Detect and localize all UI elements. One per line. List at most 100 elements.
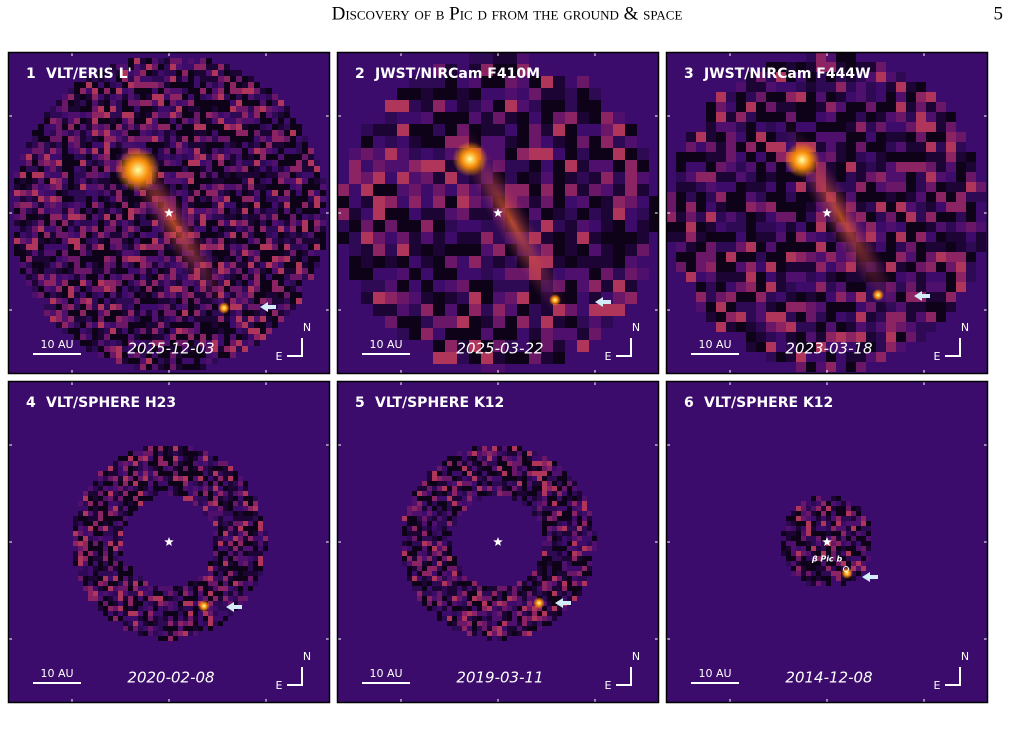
pixel <box>567 501 572 506</box>
pixel <box>83 566 88 571</box>
pixel <box>110 94 116 100</box>
pixel <box>158 591 163 596</box>
pixel <box>134 94 140 100</box>
pixel <box>385 280 397 292</box>
pixel <box>50 154 56 160</box>
pixel <box>266 190 272 196</box>
pixel <box>80 130 86 136</box>
pixel <box>88 596 93 601</box>
pixel <box>92 202 98 208</box>
pixel <box>44 280 50 286</box>
pixel <box>108 551 113 556</box>
pixel <box>218 106 224 112</box>
pixel <box>14 226 20 232</box>
pixel <box>457 501 462 506</box>
pixel <box>68 178 74 184</box>
pixel <box>462 486 467 491</box>
pixel <box>153 471 158 476</box>
pixel <box>152 100 158 106</box>
pixel <box>296 256 302 262</box>
pixel <box>218 591 223 596</box>
pixel <box>230 352 236 358</box>
pixel <box>407 526 412 531</box>
pixel <box>200 136 206 142</box>
pixel <box>200 76 206 82</box>
pixel <box>62 136 68 142</box>
pixel <box>278 268 284 274</box>
pixel <box>176 172 182 178</box>
pixel <box>776 92 786 102</box>
pixel <box>113 486 118 491</box>
pixel <box>173 486 178 491</box>
pixel <box>50 274 56 280</box>
panel-number: 3 <box>684 66 694 82</box>
pixel <box>582 516 587 521</box>
pixel <box>68 100 74 106</box>
pixel <box>552 501 557 506</box>
pixel <box>746 252 756 262</box>
pixel <box>118 511 123 516</box>
pixel <box>866 182 876 192</box>
pixel <box>487 486 492 491</box>
pixel <box>856 132 866 142</box>
pixel <box>886 92 896 102</box>
pixel <box>200 94 206 100</box>
pixel <box>916 162 926 172</box>
pixel <box>846 82 856 92</box>
pixel <box>278 136 284 142</box>
pixel <box>254 250 260 256</box>
pixel <box>164 100 170 106</box>
pixel <box>62 220 68 226</box>
pixel <box>601 160 613 172</box>
pixel <box>123 496 128 501</box>
pixel <box>542 461 547 466</box>
pixel <box>20 202 26 208</box>
pixel <box>218 202 224 208</box>
pixel <box>442 501 447 506</box>
pixel <box>296 160 302 166</box>
pixel <box>86 250 92 256</box>
pixel <box>178 611 183 616</box>
pixel <box>56 304 62 310</box>
pixel <box>236 88 242 94</box>
pixel <box>92 178 98 184</box>
pixel <box>481 268 493 280</box>
pixel <box>433 244 445 256</box>
pixel <box>481 316 493 328</box>
pixel <box>68 112 74 118</box>
pixel <box>806 292 816 302</box>
pixel <box>38 196 44 202</box>
pixel <box>158 256 164 262</box>
pixel <box>916 232 926 242</box>
pixel <box>152 310 158 316</box>
pixel <box>14 214 20 220</box>
pixel <box>547 471 552 476</box>
pixel <box>696 192 706 202</box>
pixel <box>228 546 233 551</box>
pixel <box>243 496 248 501</box>
pixel <box>507 476 512 481</box>
pixel <box>577 506 582 511</box>
pixel <box>236 106 242 112</box>
pixel <box>123 591 128 596</box>
pixel <box>421 340 433 352</box>
pixel <box>218 486 223 491</box>
pixel <box>104 184 110 190</box>
pixel <box>577 511 582 516</box>
pixel <box>26 166 32 172</box>
pixel <box>417 506 422 511</box>
pixel <box>308 274 314 280</box>
pixel <box>148 446 153 451</box>
pixel <box>158 491 163 496</box>
pixel <box>218 476 223 481</box>
pixel <box>716 282 726 292</box>
pixel <box>409 160 421 172</box>
pixel <box>421 268 433 280</box>
pixel <box>103 476 108 481</box>
pixel <box>213 616 218 621</box>
pixel <box>128 202 134 208</box>
pixel <box>113 536 118 541</box>
pixel <box>565 244 577 256</box>
pixel <box>432 531 437 536</box>
pixel <box>956 192 966 202</box>
